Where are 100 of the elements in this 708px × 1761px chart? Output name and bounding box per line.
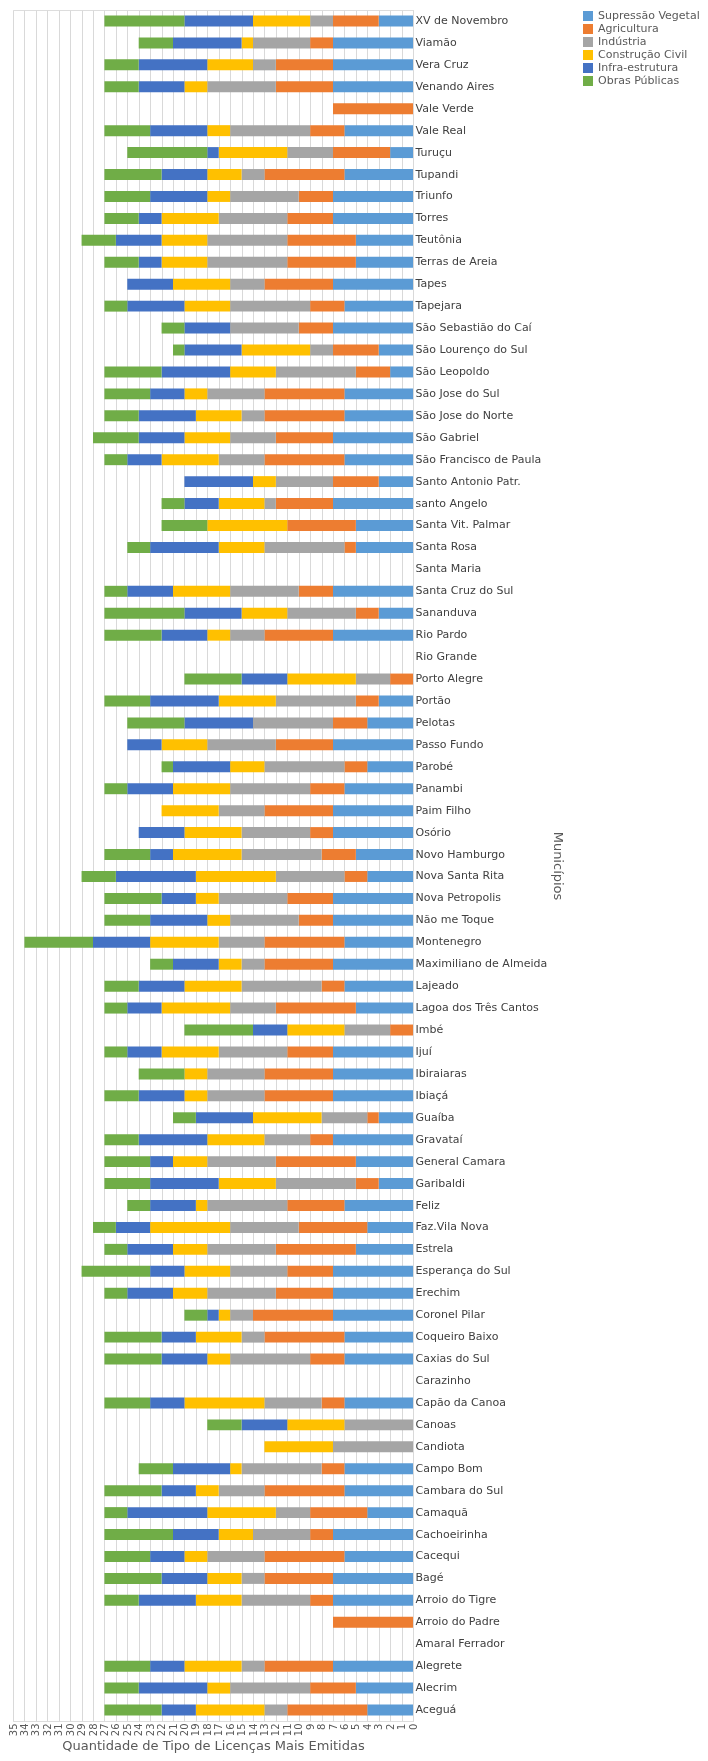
bar <box>184 607 242 619</box>
y-tick-label: Nova Santa Rita <box>415 869 505 883</box>
bar <box>264 169 345 180</box>
bar <box>173 849 242 861</box>
bar <box>207 59 253 71</box>
bar <box>127 1200 151 1211</box>
y-tick-label: Cacequi <box>415 1549 460 1563</box>
bar <box>138 410 196 422</box>
y-tick-label: XV de Novembro <box>415 13 509 27</box>
bar <box>207 147 219 159</box>
bar <box>161 739 208 751</box>
bar <box>264 1572 333 1584</box>
bar <box>230 629 265 641</box>
bar <box>173 783 231 795</box>
bar <box>253 37 311 49</box>
y-tick-label: Venando Aires <box>415 79 495 93</box>
bar <box>241 607 288 619</box>
bar <box>127 1507 208 1519</box>
legend-label: Agricultura <box>598 22 659 35</box>
legend-label: Construção Civil <box>598 48 688 61</box>
bar <box>104 169 162 180</box>
bar <box>264 498 276 510</box>
x-tick-label: 14 <box>247 1723 259 1737</box>
bar <box>333 498 413 510</box>
bar <box>333 278 413 290</box>
bar <box>104 1287 128 1299</box>
y-tick-label: Feliz <box>415 1198 441 1212</box>
y-tick-label: Ibiaçá <box>415 1088 449 1102</box>
bar <box>104 1002 128 1014</box>
bar <box>207 1068 265 1080</box>
bar <box>333 892 413 904</box>
bar <box>310 1529 333 1541</box>
bar <box>378 1178 413 1190</box>
y-tick-label: Coqueiro Baixo <box>415 1330 499 1344</box>
x-tick-label: 7 <box>327 1723 339 1730</box>
bar <box>344 388 413 400</box>
bar <box>264 1485 345 1497</box>
bar <box>333 827 413 839</box>
bar <box>287 673 356 685</box>
x-tick-label: 17 <box>213 1723 225 1737</box>
x-tick-label: 5 <box>350 1723 362 1730</box>
bar <box>310 1594 333 1606</box>
bar <box>333 476 379 488</box>
bar <box>173 1112 196 1124</box>
bar <box>310 344 333 356</box>
bar <box>333 1068 413 1080</box>
y-tick-label: Caxias do Sul <box>415 1352 490 1366</box>
bar <box>218 958 242 970</box>
bar <box>344 541 356 553</box>
bar <box>264 1441 333 1453</box>
x-tick-label: 1 <box>396 1723 408 1730</box>
bar <box>275 870 345 882</box>
y-tick-label: Ijuí <box>415 1044 433 1058</box>
bar <box>207 81 276 93</box>
bar <box>230 761 265 773</box>
bar <box>207 1287 276 1299</box>
bar <box>390 1024 413 1036</box>
bar <box>310 15 333 27</box>
bar <box>310 37 333 49</box>
bar <box>333 1134 413 1146</box>
bar <box>275 739 333 751</box>
bar <box>195 1331 242 1343</box>
bar <box>161 1572 208 1584</box>
y-tick-label: Viamão <box>415 35 458 49</box>
bar <box>138 827 185 839</box>
bar <box>104 1551 151 1562</box>
bar <box>161 212 219 224</box>
bar <box>161 1331 196 1343</box>
bar <box>81 870 116 882</box>
bar <box>104 1156 151 1168</box>
bar <box>150 1221 231 1233</box>
bar <box>104 629 162 641</box>
bar <box>93 936 151 948</box>
bar <box>207 1200 288 1211</box>
x-tick-label: 20 <box>178 1723 190 1737</box>
bar <box>104 1485 162 1497</box>
bar <box>218 454 265 466</box>
bar <box>344 1551 413 1562</box>
bar <box>173 761 231 773</box>
bar <box>218 541 265 553</box>
bar <box>333 1616 413 1628</box>
legend-label: Infra-estrutura <box>598 61 679 74</box>
bar <box>230 300 311 312</box>
bar <box>344 300 413 312</box>
bar <box>218 1178 276 1190</box>
x-tick-label: 31 <box>53 1723 65 1737</box>
y-tick-label: Portão <box>415 693 452 707</box>
bar <box>161 1046 219 1058</box>
x-tick-label: 29 <box>76 1723 88 1737</box>
bar <box>390 673 413 685</box>
bar <box>344 169 413 180</box>
bar <box>275 81 333 93</box>
bar <box>138 59 208 71</box>
bar <box>184 81 208 93</box>
bar <box>230 914 299 926</box>
bar <box>333 1309 413 1321</box>
legend-label: Indústria <box>598 35 647 48</box>
bar <box>207 914 231 926</box>
y-tick-label: Parobé <box>415 759 454 773</box>
bar <box>321 1112 368 1124</box>
